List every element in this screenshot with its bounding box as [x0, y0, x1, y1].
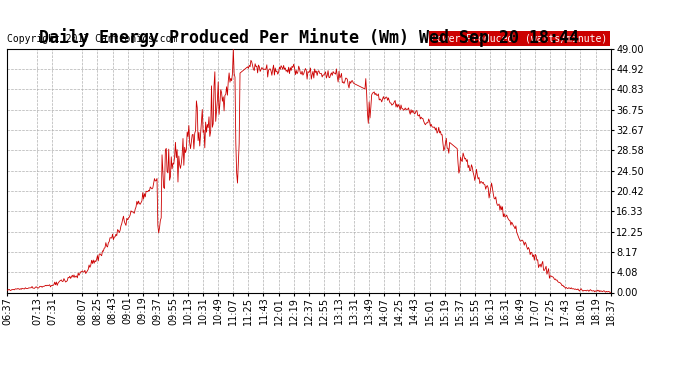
Text: Power Produced  (watts/minute): Power Produced (watts/minute) — [431, 34, 608, 44]
Title: Daily Energy Produced Per Minute (Wm) Wed Sep 20 18:44: Daily Energy Produced Per Minute (Wm) We… — [39, 28, 579, 47]
Text: Copyright 2017 Cartronics.com: Copyright 2017 Cartronics.com — [7, 34, 177, 44]
